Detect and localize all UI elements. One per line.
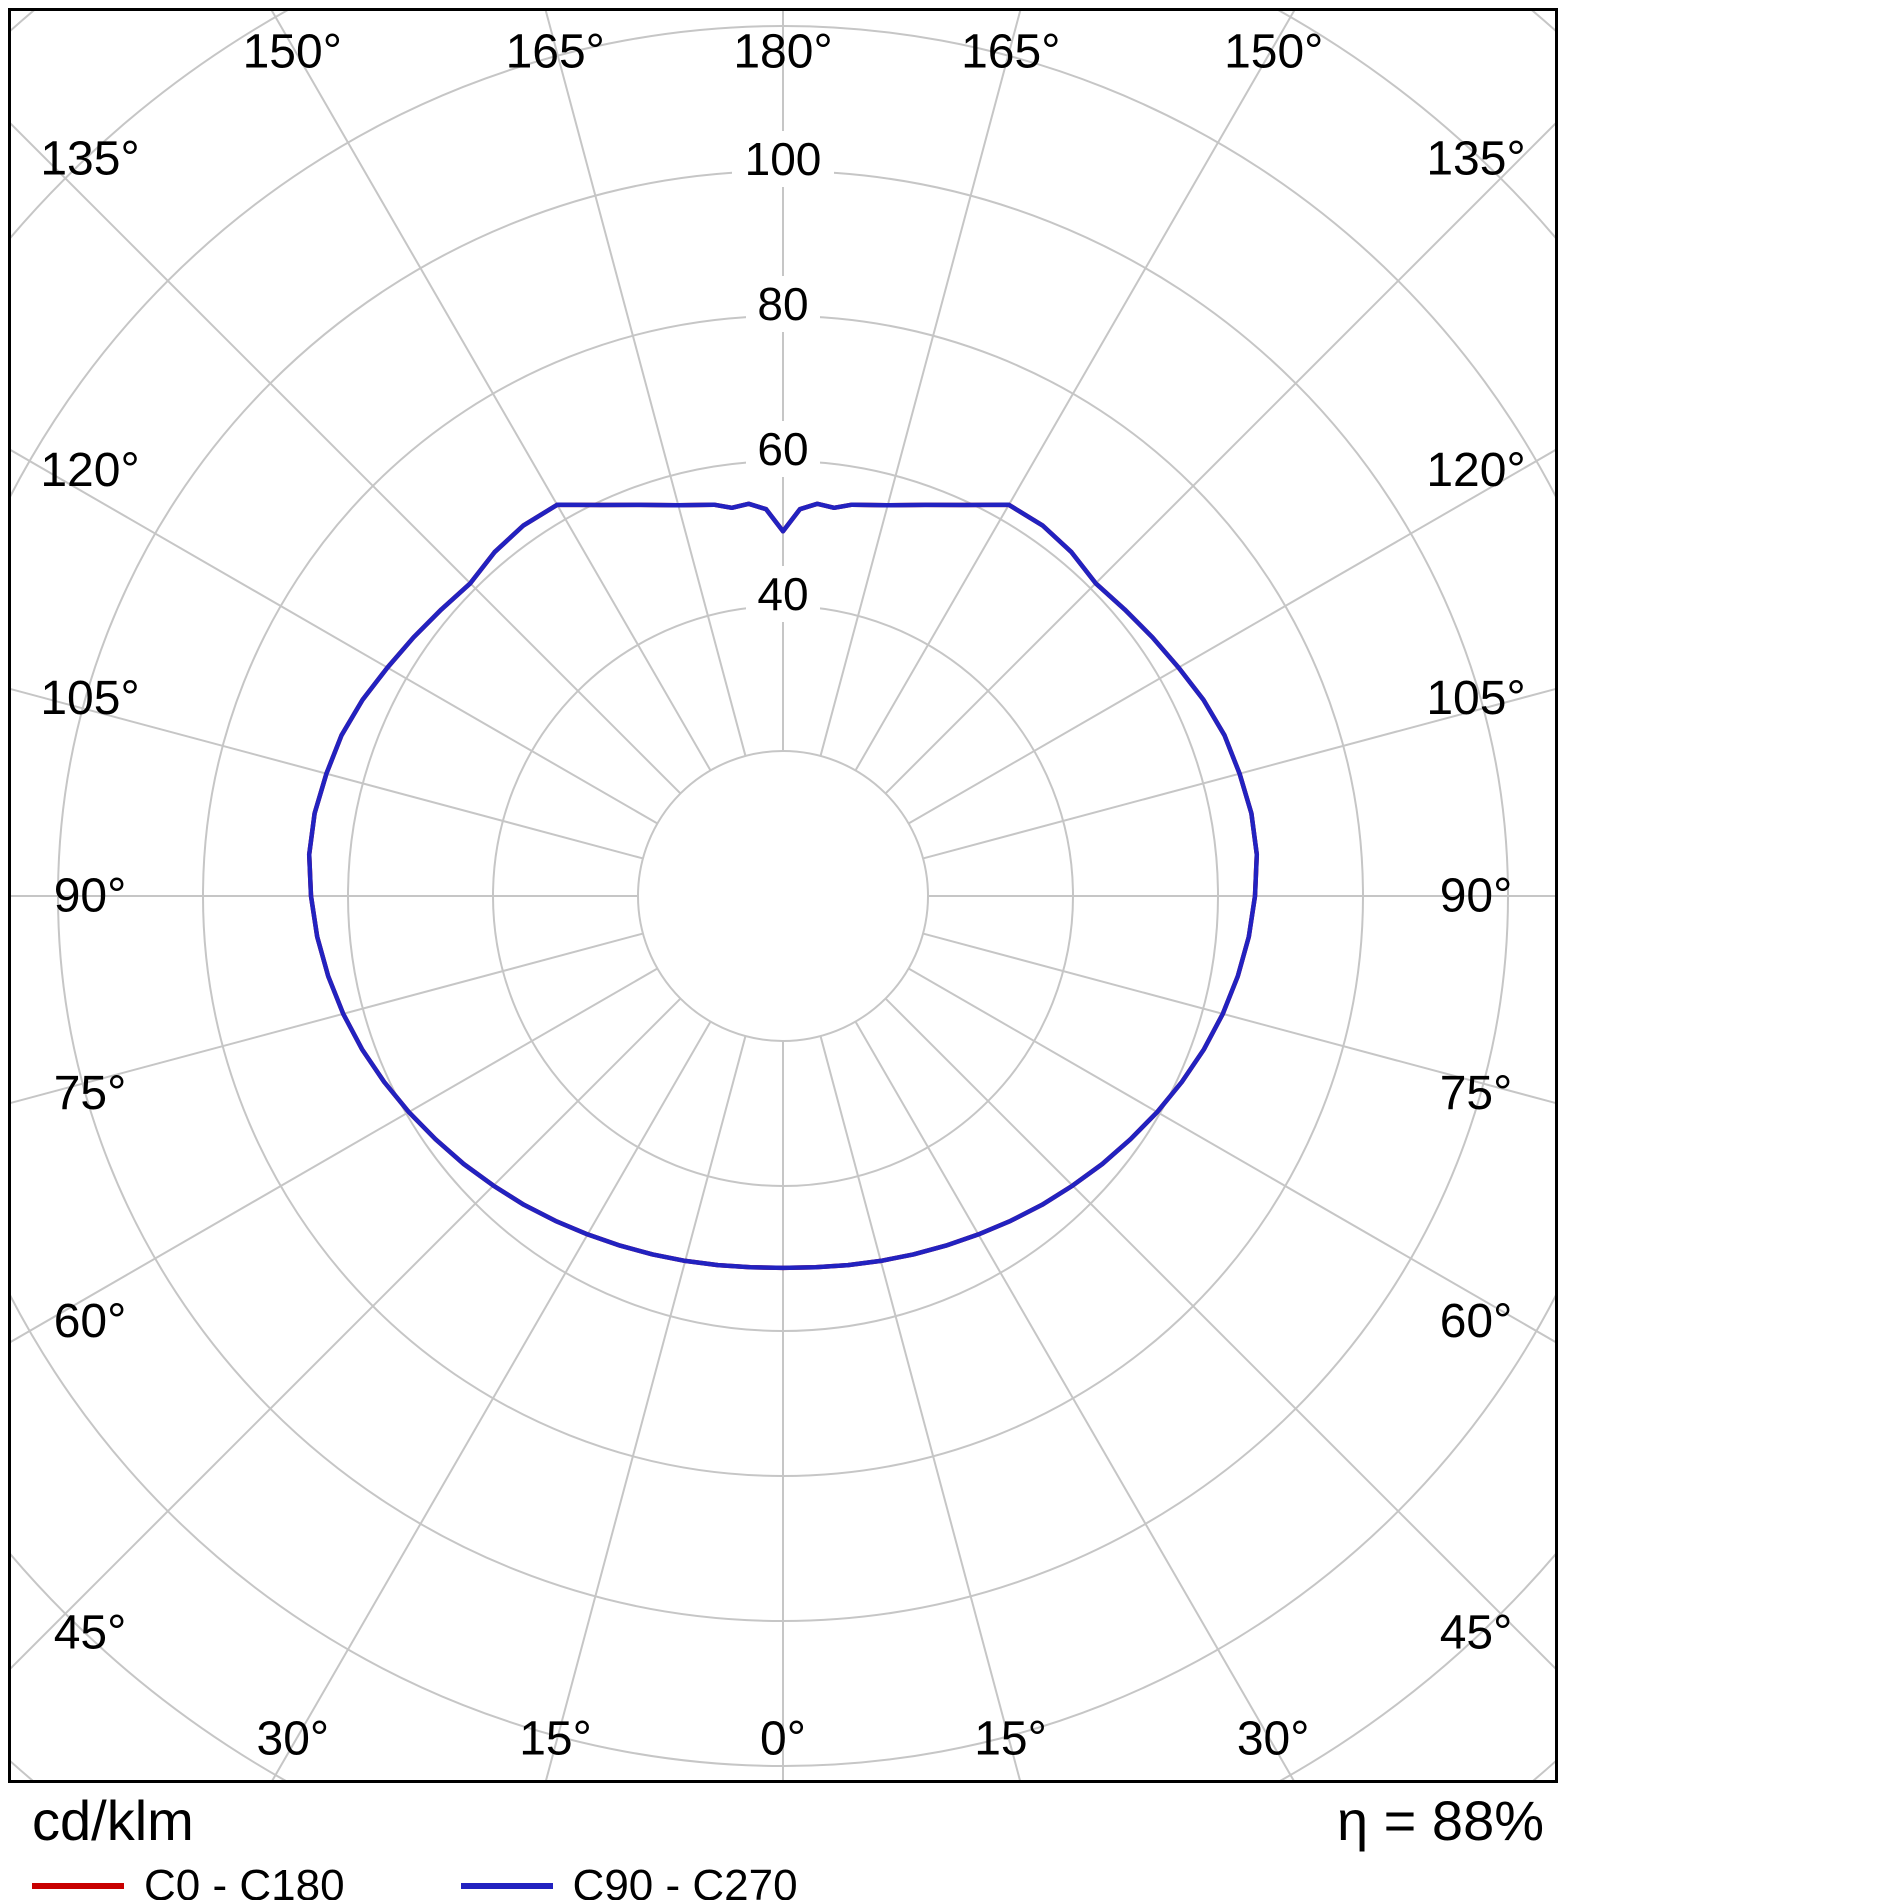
svg-text:150°: 150°	[243, 26, 342, 79]
legend-label-c90-c270: C90 - C270	[572, 1861, 798, 1900]
efficiency-label: η = 88%	[1336, 1789, 1544, 1852]
chart-legend: C0 - C180 C90 - C270	[8, 1861, 1558, 1900]
svg-text:60°: 60°	[54, 1295, 127, 1348]
svg-text:45°: 45°	[1440, 1607, 1513, 1660]
svg-text:105°: 105°	[40, 672, 139, 725]
svg-text:40: 40	[757, 568, 808, 620]
svg-text:15°: 15°	[519, 1713, 592, 1766]
svg-text:105°: 105°	[1426, 672, 1525, 725]
svg-text:90°: 90°	[1440, 870, 1513, 923]
svg-text:165°: 165°	[961, 26, 1060, 79]
svg-text:15°: 15°	[974, 1713, 1047, 1766]
ring-labels: 40 60 80 100	[732, 131, 834, 622]
svg-text:60°: 60°	[1440, 1295, 1513, 1348]
intensity-curves	[306, 501, 1260, 1271]
footer-top-row: cd/klm η = 88%	[8, 1788, 1558, 1853]
svg-text:45°: 45°	[54, 1607, 127, 1660]
svg-text:135°: 135°	[40, 133, 139, 186]
angle-labels: 0° 15° 15° 30° 30° 45° 45° 60° 60° 75° 75° 90° 90° 10…	[40, 26, 1525, 1766]
svg-text:100: 100	[745, 133, 822, 185]
svg-text:60: 60	[757, 423, 808, 475]
svg-text:90°: 90°	[54, 870, 127, 923]
svg-text:165°: 165°	[506, 26, 605, 79]
svg-text:120°: 120°	[1426, 444, 1525, 497]
svg-text:0°: 0°	[760, 1713, 806, 1766]
svg-text:180°: 180°	[733, 26, 832, 79]
unit-label: cd/klm	[32, 1789, 194, 1852]
chart-frame-border	[8, 8, 1558, 1783]
svg-text:150°: 150°	[1224, 26, 1323, 79]
svg-text:80: 80	[757, 278, 808, 330]
svg-text:120°: 120°	[40, 444, 139, 497]
svg-text:30°: 30°	[257, 1713, 330, 1766]
legend-line-red-icon	[32, 1883, 124, 1889]
svg-text:75°: 75°	[54, 1067, 127, 1120]
legend-line-blue-icon	[460, 1883, 553, 1889]
svg-text:75°: 75°	[1440, 1067, 1513, 1120]
svg-text:30°: 30°	[1237, 1713, 1310, 1766]
chart-footer: cd/klm η = 88% C0 - C180 C90 - C270	[8, 1788, 1558, 1900]
svg-text:135°: 135°	[1426, 133, 1525, 186]
curve-c90-c270	[306, 501, 1260, 1271]
legend-label-c0-c180: C0 - C180	[144, 1861, 345, 1900]
legend-item-c90-c270: C90 - C270	[460, 1861, 798, 1900]
legend-item-c0-c180: C0 - C180	[32, 1861, 345, 1900]
